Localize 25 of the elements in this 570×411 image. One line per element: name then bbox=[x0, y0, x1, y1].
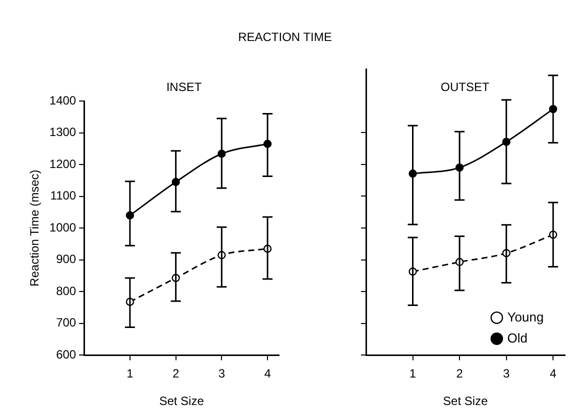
x-tick-label: 4 bbox=[264, 366, 272, 381]
y-axis-title: Reaction Time (msec) bbox=[28, 170, 42, 286]
y-tick-label: 800 bbox=[56, 284, 76, 298]
chart-title: INSET bbox=[165, 80, 203, 94]
y-tick-label: 1400 bbox=[49, 93, 76, 108]
y-tick-label: 1200 bbox=[49, 156, 76, 171]
x-tick-label: 1 bbox=[126, 366, 134, 381]
x-tick-label: 3 bbox=[218, 366, 226, 381]
x-axis-title: Set Size bbox=[443, 394, 488, 408]
text: REACTION TIME bbox=[237, 30, 333, 44]
x-tick-label: 1 bbox=[409, 366, 416, 381]
x-axis-title: Set Size bbox=[159, 394, 204, 408]
x-tick-label: 2 bbox=[172, 366, 180, 381]
x-tick-label: 3 bbox=[502, 366, 510, 381]
y-tick-label: 1300 bbox=[49, 125, 76, 140]
legend-label: Young bbox=[507, 309, 544, 324]
x-tick-label: 2 bbox=[456, 366, 464, 381]
y-tick-label: 900 bbox=[56, 252, 76, 266]
y-tick-label: 600 bbox=[56, 348, 76, 362]
legend-label: Old bbox=[507, 330, 528, 346]
y-tick-label: 700 bbox=[56, 316, 76, 330]
text: OUTSET bbox=[440, 80, 490, 94]
x-tick-label: 4 bbox=[550, 366, 557, 381]
y-tick-label: 1100 bbox=[50, 188, 76, 203]
y-tick-label: 1000 bbox=[49, 220, 76, 234]
